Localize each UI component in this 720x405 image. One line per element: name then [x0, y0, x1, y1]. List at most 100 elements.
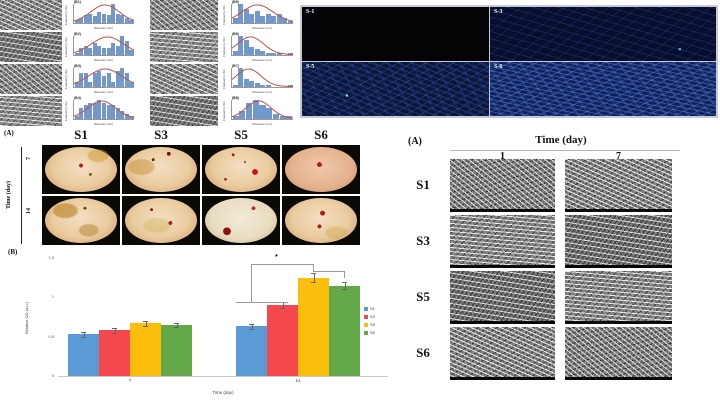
x-axis-title: Time (day): [212, 390, 234, 395]
histogram-bar: [124, 18, 129, 23]
histogram-y-axis-label: Frequency (%): [222, 101, 226, 121]
histogram-bar: [243, 40, 249, 55]
histogram-bar: [238, 4, 243, 23]
histogram-bar: [249, 80, 254, 87]
histogram-bar: [74, 20, 79, 23]
histogram-bar: [265, 84, 271, 87]
histogram-x-axis-label: Diameter (nm): [93, 26, 114, 30]
histogram-bar: [88, 81, 93, 87]
bar-S3-day14: [267, 305, 298, 376]
error-bar: [83, 331, 85, 337]
sem-thumbnail: [0, 64, 62, 94]
sem-thumbnail: [0, 96, 62, 126]
bar-S1-day14: [236, 326, 267, 376]
histogram-bar: [124, 113, 129, 119]
histogram-bar: [276, 52, 282, 55]
error-bar-cap: [112, 332, 117, 334]
histogram-x-axis-label: Diameter (nm): [252, 122, 272, 126]
histogram-bar: [106, 73, 111, 87]
fluorescence-image-S-1: S-1: [302, 7, 489, 61]
histogram-x-axis-label: Diameter (nm): [252, 26, 272, 30]
y-axis-tick-label: 1: [51, 294, 54, 300]
histogram-(B3): (B3) Frequency (%) Diameter (nm): [64, 64, 136, 94]
histogram-bar: [74, 116, 79, 119]
histogram-bar: [243, 8, 249, 23]
column-header-S6: S6: [314, 127, 328, 142]
histogram-bar: [101, 13, 107, 23]
panel-bar-chart: (B) Relative OD (a.u.) 0 0.5 1 1.5 7 14 * S1 S3…: [8, 248, 400, 404]
y-axis-tick-label: 0.5: [48, 333, 54, 339]
histogram-(B4): (B4) Frequency (%) Diameter (nm): [64, 96, 136, 126]
histogram-bar: [129, 116, 134, 119]
histogram-bar: [83, 45, 88, 55]
panel-wound-healing: (A) Time (day) S1 S3 S5 S6 7 14: [0, 127, 398, 248]
legend-swatch: [364, 314, 368, 319]
sem-image-S6-day7: [565, 327, 672, 380]
legend-swatch: [364, 306, 368, 311]
histogram-bar: [97, 70, 102, 87]
error-bar: [176, 322, 178, 328]
wound-photo: [42, 196, 120, 245]
fluorescence-image-S-6: S-6: [490, 62, 716, 116]
error-bar: [114, 328, 116, 333]
sem-thumbnail: [0, 32, 62, 62]
histogram-panel-label: (B6): [232, 32, 239, 36]
histogram-bar: [120, 36, 125, 55]
histogram-bar: [232, 50, 238, 55]
histogram-y-axis-label: Frequency (%): [64, 101, 68, 121]
error-bar-cap: [342, 289, 347, 291]
sem-image-S3-day1: [450, 215, 555, 268]
histogram-bar: [79, 47, 84, 55]
legend-item: S1: [364, 306, 375, 311]
error-bar-cap: [81, 331, 86, 333]
wound-photo: [42, 145, 120, 194]
histogram-bar: [287, 20, 293, 23]
y-axis-tick-label: 0: [51, 373, 54, 378]
error-bar-cap: [174, 327, 179, 329]
histogram-x-axis-label: Diameter (nm): [252, 58, 272, 62]
histogram-y-axis-label: Frequency (%): [64, 5, 68, 25]
histogram-(B2): (B2) Frequency (%) Diameter (nm): [64, 32, 136, 62]
sem-thumbnail: [150, 64, 218, 94]
legend-label: S1: [370, 306, 375, 311]
histogram-plot: [73, 4, 134, 24]
legend-label: S5: [370, 322, 375, 327]
histogram-bar: [252, 100, 259, 119]
histogram-bar: [120, 15, 125, 23]
fluorescence-panel-label: S-5: [306, 64, 315, 70]
histogram-bar: [279, 116, 286, 119]
histogram-bar: [232, 18, 238, 23]
error-bar: [251, 324, 253, 329]
bar-chart-legend: S1 S3 S5 S6: [364, 306, 375, 335]
sem-image-S5-day1: [450, 271, 555, 324]
row-label-S1: S1: [416, 177, 430, 192]
time-axis-label: Time (day): [6, 180, 12, 210]
histogram-bar: [266, 108, 273, 119]
time-axis-line: [21, 147, 22, 244]
histogram-panel-label: (B5): [232, 0, 239, 4]
bar-chart-plot: 0 0.5 1 1.5 7 14 *: [48, 254, 388, 383]
significance-bracket-line: [251, 264, 314, 265]
histogram-bar: [83, 15, 88, 23]
column-header-day-7: 7: [616, 151, 621, 162]
histogram-panel-label: (B8): [232, 96, 239, 100]
legend-item: S3: [364, 314, 375, 319]
histogram-bar: [232, 84, 238, 87]
histogram-bar: [287, 84, 293, 87]
fluorescence-panel-label: S-6: [494, 64, 503, 70]
bar-S6-day7: [161, 324, 192, 376]
fluorescence-image-S-5: S-5: [302, 62, 489, 116]
histogram-bar: [106, 15, 111, 23]
sem-thumbnail: [0, 0, 62, 30]
histogram-y-axis-label: Frequency (%): [64, 69, 68, 89]
histogram-bar: [287, 52, 293, 55]
error-bar-cap: [112, 328, 117, 329]
histogram-bar: [260, 15, 265, 23]
histogram-bar: [124, 40, 129, 55]
column-header-S1: S1: [74, 127, 88, 142]
histogram-plot: [73, 100, 134, 120]
histogram-bar: [254, 48, 260, 55]
bar-S1-day7: [68, 334, 99, 376]
histogram-x-axis-label: Diameter (nm): [93, 122, 114, 126]
sem-thumbnail: [150, 32, 218, 62]
